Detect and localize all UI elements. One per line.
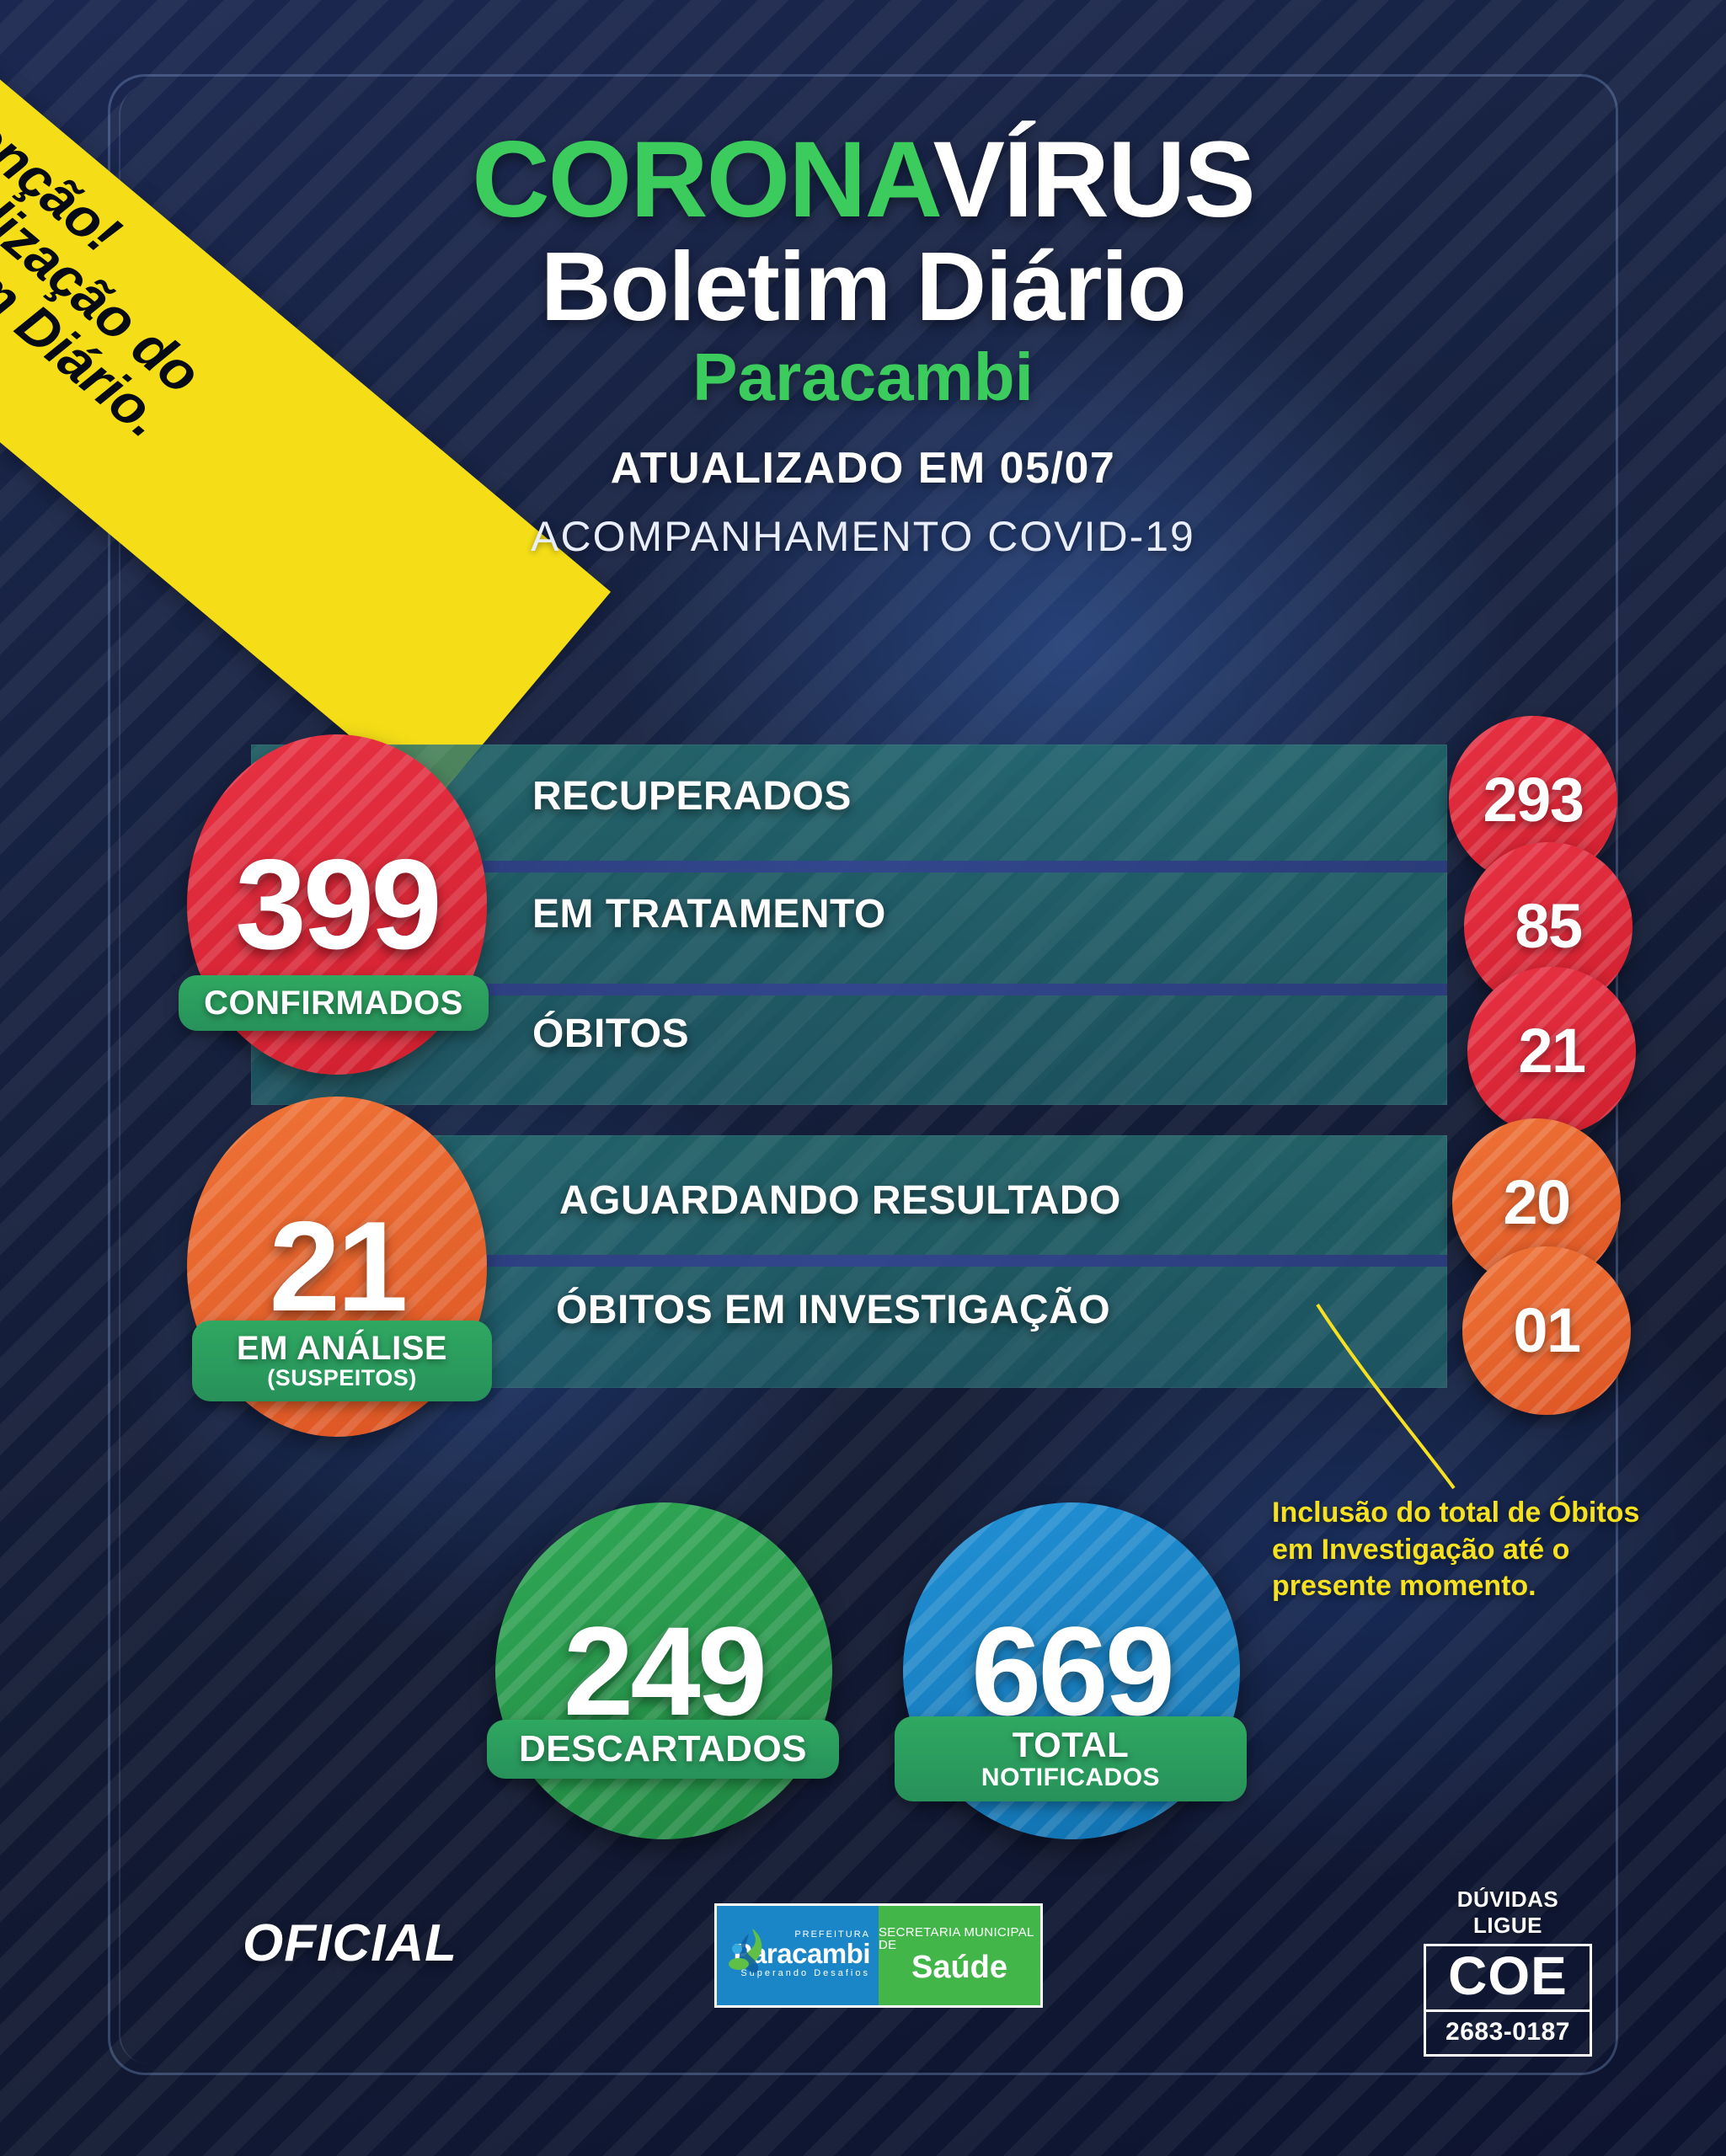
pill-descartados: DESCARTADOS (487, 1720, 839, 1780)
badge-pill-confirmados: CONFIRMADOS (179, 975, 489, 1031)
stat-row-label-obitos: ÓBITOS (532, 1011, 690, 1056)
pill-label-total: TOTAL (1012, 1725, 1130, 1764)
value-circle-obitos: 21 (1467, 967, 1636, 1135)
circle-descartados: 249 (495, 1502, 832, 1839)
coe-name: COE (1448, 1945, 1568, 2006)
logo-prefeitura-text: PREFEITURA (794, 1929, 870, 1940)
value-circle-obitos-investigacao: 01 (1462, 1246, 1631, 1415)
paracambi-emblem-icon (729, 1929, 762, 1973)
value-obitos: 21 (1518, 1016, 1586, 1086)
callout-note: Inclusão do total de Óbitos em Investiga… (1272, 1497, 1640, 1603)
value-stripe-texture (1462, 1246, 1631, 1415)
page-title: CORONAVÍRUS (0, 126, 1726, 234)
oficial-label: OFICIAL (243, 1914, 457, 1972)
pill-total-notificados: TOTAL NOTIFICADOS (895, 1716, 1247, 1802)
tracking-subtitle: ACOMPANHAMENTO COVID-19 (531, 512, 1195, 560)
badge-pill-label: EM ANÁLISE (236, 1330, 448, 1367)
header: CORONAVÍRUS Boletim Diário Paracambi ATU… (0, 126, 1726, 561)
badge-number-em-analise: 21 (269, 1195, 408, 1338)
prefeitura-saude-logo: PREFEITURA Paracambi Superando Desafios … (714, 1903, 1043, 2008)
badge-number-confirmados: 399 (235, 833, 442, 976)
stat-row-label-obitos-investigacao: ÓBITOS EM INVESTIGAÇÃO (556, 1288, 1111, 1332)
title-part-virus: VÍRUS (932, 120, 1256, 240)
stat-row-label-em-tratamento: EM TRATAMENTO (532, 892, 886, 937)
stat-row-label-aguardando-resultado: AGUARDANDO RESULTADO (559, 1178, 1121, 1223)
city-name: Paracambi (692, 339, 1034, 414)
badge-pill-em-analise: EM ANÁLISE (SUSPEITOS) (192, 1321, 492, 1401)
circle-stripe-texture (495, 1502, 832, 1839)
coe-box: COE 2683-0187 (1424, 1944, 1592, 2057)
row-divider (251, 861, 1447, 873)
updated-date: ATUALIZADO EM 05/07 (610, 443, 1116, 493)
title-part-corona: CORONA (472, 120, 934, 240)
pill-sublabel-notificados: NOTIFICADOS (981, 1764, 1161, 1792)
page-subtitle: Boletim Diário (540, 232, 1187, 341)
logo-slogan-text: Superando Desafios (740, 1968, 870, 1979)
value-stripe-texture (1467, 967, 1636, 1135)
value-recuperados: 293 (1483, 765, 1584, 835)
badge-pill-sublabel: (SUSPEITOS) (267, 1365, 417, 1390)
number-total-notificados: 669 (970, 1600, 1175, 1742)
value-aguardando-resultado: 20 (1503, 1167, 1571, 1237)
coe-contact-block: DÚVIDAS LIGUE COE 2683-0187 (1424, 1886, 1592, 2057)
number-descartados: 249 (563, 1600, 767, 1742)
callout-line-icon (1316, 1303, 1456, 1490)
value-em-tratamento: 85 (1515, 891, 1583, 961)
logo-saude-text: Saúde (911, 1950, 1008, 1986)
logo-saude-panel: SECRETARIA MUNICIPAL DE Saúde (879, 1906, 1040, 2005)
logo-secretaria-text: SECRETARIA MUNICIPAL DE (879, 1925, 1034, 1953)
row-divider (251, 984, 1447, 995)
stat-row-label-recuperados: RECUPERADOS (532, 774, 852, 819)
logo-prefeitura-panel: PREFEITURA Paracambi Superando Desafios (717, 1906, 879, 2005)
badge-pill-label: CONFIRMADOS (204, 985, 463, 1022)
pill-label-descartados: DESCARTADOS (518, 1728, 808, 1769)
row-divider (251, 1255, 1447, 1267)
coe-phone[interactable]: 2683-0187 (1426, 2009, 1590, 2054)
coe-duvidas-label: DÚVIDAS LIGUE (1456, 1886, 1559, 1938)
value-obitos-investigacao: 01 (1513, 1295, 1581, 1365)
